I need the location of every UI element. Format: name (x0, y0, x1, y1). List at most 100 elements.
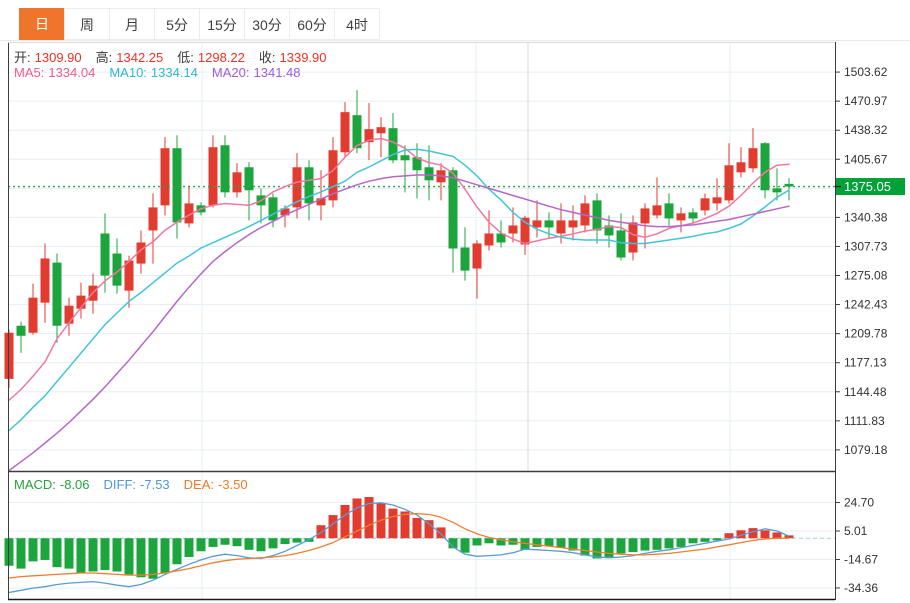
candle[interactable] (628, 222, 638, 253)
macd-bar[interactable] (160, 538, 170, 573)
macd-bar[interactable] (664, 538, 674, 549)
macd-bar[interactable] (688, 538, 698, 544)
candle[interactable] (184, 203, 194, 224)
candle[interactable] (40, 258, 50, 303)
candle[interactable] (556, 220, 566, 234)
macd-bar[interactable] (184, 538, 194, 558)
macd-bar[interactable] (340, 504, 350, 539)
macd-bar[interactable] (148, 538, 158, 579)
tab-interval-3[interactable]: 月 (109, 8, 155, 40)
macd-bar[interactable] (436, 527, 446, 539)
macd-bar[interactable] (124, 538, 134, 575)
candle[interactable] (424, 167, 434, 181)
candle[interactable] (16, 325, 26, 336)
candle[interactable] (148, 207, 158, 231)
tab-interval-4[interactable]: 5分 (154, 8, 200, 40)
candle[interactable] (28, 297, 38, 333)
candle[interactable] (100, 233, 110, 276)
candle[interactable] (784, 183, 794, 187)
candle[interactable] (412, 157, 422, 171)
macd-bar[interactable] (520, 538, 530, 550)
candle[interactable] (304, 167, 314, 204)
macd-bar[interactable] (580, 538, 590, 556)
candle[interactable] (688, 212, 698, 219)
candle[interactable] (592, 200, 602, 231)
macd-bar[interactable] (208, 538, 218, 547)
candle[interactable] (724, 165, 734, 201)
candle[interactable] (652, 205, 662, 216)
macd-bar[interactable] (16, 538, 26, 569)
macd-bar[interactable] (88, 538, 98, 572)
macd-bar[interactable] (400, 511, 410, 539)
macd-bar[interactable] (616, 538, 626, 554)
candle[interactable] (388, 128, 398, 161)
macd-bar[interactable] (448, 538, 458, 549)
macd-bar[interactable] (256, 538, 266, 552)
candle[interactable] (316, 198, 326, 206)
candle[interactable] (64, 305, 74, 324)
macd-bar[interactable] (292, 538, 302, 543)
candle[interactable] (160, 148, 170, 206)
macd-bar[interactable] (556, 538, 566, 548)
macd-bar[interactable] (100, 538, 110, 571)
tab-interval-8[interactable]: 4时 (334, 8, 380, 40)
candle[interactable] (124, 260, 134, 291)
candle[interactable] (532, 220, 542, 228)
tab-interval-6[interactable]: 30分 (244, 8, 290, 40)
candle[interactable] (712, 197, 722, 204)
candle[interactable] (568, 220, 578, 228)
candle[interactable] (484, 233, 494, 246)
candle[interactable] (244, 167, 254, 191)
macd-bar[interactable] (676, 538, 686, 547)
candle[interactable] (544, 220, 554, 228)
candle[interactable] (736, 162, 746, 173)
candle[interactable] (676, 213, 686, 221)
candle[interactable] (364, 129, 374, 143)
macd-bar[interactable] (268, 538, 278, 549)
macd-bar[interactable] (652, 538, 662, 550)
macd-bar[interactable] (748, 528, 758, 539)
tab-interval-5[interactable]: 15分 (199, 8, 245, 40)
macd-bar[interactable] (544, 538, 554, 547)
macd-bar[interactable] (52, 538, 62, 568)
macd-bar[interactable] (28, 538, 38, 562)
candle[interactable] (292, 167, 302, 208)
macd-bar[interactable] (760, 530, 770, 539)
macd-bar[interactable] (712, 538, 722, 541)
macd-bar[interactable] (460, 538, 470, 553)
candle[interactable] (508, 225, 518, 234)
macd-bar[interactable] (496, 538, 506, 546)
candle[interactable] (496, 233, 506, 243)
candle[interactable] (400, 155, 410, 161)
candle[interactable] (52, 262, 62, 326)
macd-bar[interactable] (328, 515, 338, 539)
macd-bar[interactable] (364, 497, 374, 539)
macd-bar[interactable] (592, 538, 602, 559)
macd-bar[interactable] (412, 517, 422, 539)
candle[interactable] (376, 127, 386, 134)
tab-interval-2[interactable]: 周 (64, 8, 110, 40)
candle[interactable] (232, 172, 242, 193)
macd-bar[interactable] (64, 538, 74, 569)
candle[interactable] (520, 217, 530, 245)
macd-bar[interactable] (40, 538, 50, 560)
macd-bar[interactable] (388, 508, 398, 539)
candle[interactable] (268, 197, 278, 221)
macd-bar[interactable] (136, 538, 146, 578)
macd-bar[interactable] (772, 532, 782, 539)
candle[interactable] (208, 147, 218, 206)
macd-bar[interactable] (724, 533, 734, 539)
candle[interactable] (760, 143, 770, 191)
macd-bar[interactable] (784, 535, 794, 539)
candle[interactable] (328, 150, 338, 201)
candle[interactable] (472, 243, 482, 269)
macd-bar[interactable] (244, 538, 254, 550)
macd-bar[interactable] (472, 538, 482, 546)
macd-bar[interactable] (604, 538, 614, 558)
candle[interactable] (112, 253, 122, 286)
candle[interactable] (76, 295, 86, 309)
macd-bar[interactable] (196, 538, 206, 552)
candle[interactable] (136, 242, 146, 264)
candle[interactable] (220, 145, 230, 193)
macd-bar[interactable] (280, 538, 290, 545)
